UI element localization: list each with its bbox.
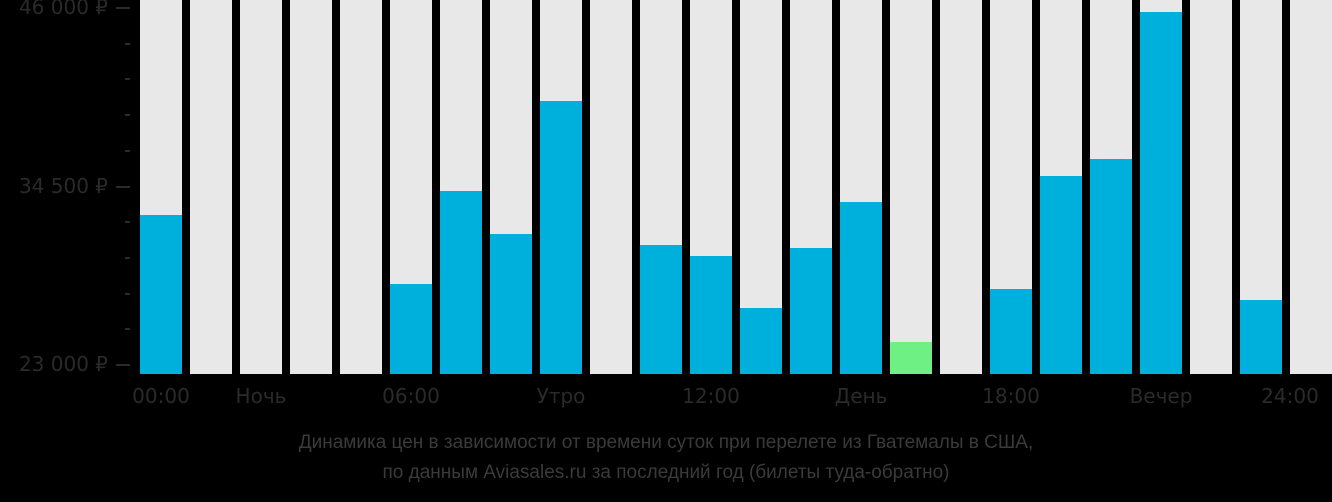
x-tick-label: 18:00 <box>982 384 1040 408</box>
x-tick-label: День <box>834 384 888 408</box>
y-tick-major <box>116 185 130 188</box>
bar-track-23[interactable] <box>1290 0 1332 374</box>
bar-price[interactable] <box>540 100 582 374</box>
y-tick-label: 46 000 ₽ <box>18 0 108 19</box>
x-tick-label: Вечер <box>1129 384 1193 408</box>
bar-price[interactable] <box>790 247 832 374</box>
bar-track-09[interactable] <box>590 0 632 374</box>
bar-price[interactable] <box>390 283 432 374</box>
x-tick-label: 12:00 <box>682 384 740 408</box>
bar-price[interactable] <box>690 256 732 374</box>
x-tick-label: Ночь <box>235 384 287 408</box>
bar-track-15[interactable] <box>890 0 932 374</box>
bar-price[interactable] <box>990 288 1032 374</box>
y-tick-major <box>116 364 130 366</box>
bar-min-price[interactable] <box>890 342 932 374</box>
x-tick-label: Утро <box>536 384 586 408</box>
y-tick-minor <box>125 328 130 331</box>
bar-price[interactable] <box>1140 12 1182 374</box>
y-tick-minor <box>125 292 130 295</box>
y-tick-minor <box>125 221 130 224</box>
y-tick-major <box>116 7 130 9</box>
bar-track-03[interactable] <box>290 0 332 374</box>
x-tick-label: 24:00 <box>1261 384 1319 408</box>
bar-track-04[interactable] <box>340 0 382 374</box>
y-tick-label: 23 000 ₽ <box>18 352 108 376</box>
y-tick-minor <box>125 256 130 259</box>
bar-price[interactable] <box>740 308 782 374</box>
bar-track-21[interactable] <box>1190 0 1232 374</box>
bar-track-02[interactable] <box>240 0 282 374</box>
x-tick-label: 00:00 <box>132 384 190 408</box>
bar-price[interactable] <box>1240 299 1282 374</box>
bar-price[interactable] <box>1040 175 1082 374</box>
y-tick-minor <box>125 114 130 117</box>
y-tick-minor <box>125 149 130 152</box>
bar-price[interactable] <box>440 191 482 374</box>
bar-price[interactable] <box>490 233 532 374</box>
y-tick-minor <box>125 78 130 81</box>
bar-price[interactable] <box>140 215 182 374</box>
chart-caption-line-1: Динамика цен в зависимости от времени су… <box>298 432 1034 453</box>
bar-price[interactable] <box>640 245 682 374</box>
bar-price[interactable] <box>840 202 882 374</box>
bar-track-16[interactable] <box>940 0 982 374</box>
x-tick-label: 06:00 <box>382 384 440 408</box>
y-tick-label: 34 500 ₽ <box>18 173 108 198</box>
y-tick-minor <box>125 42 130 45</box>
chart-caption-line-2: по данным Aviasales.ru за последний год … <box>382 462 950 483</box>
bar-track-01[interactable] <box>190 0 232 374</box>
bar-price[interactable] <box>1090 159 1132 374</box>
